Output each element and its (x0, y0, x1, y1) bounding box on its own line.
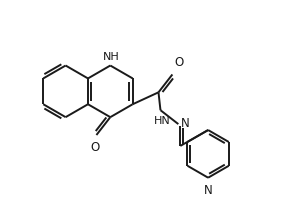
Text: N: N (204, 184, 212, 197)
Text: NH: NH (103, 52, 120, 62)
Text: O: O (174, 56, 184, 69)
Text: N: N (181, 117, 190, 130)
Text: HN: HN (154, 116, 170, 126)
Text: O: O (91, 141, 100, 154)
